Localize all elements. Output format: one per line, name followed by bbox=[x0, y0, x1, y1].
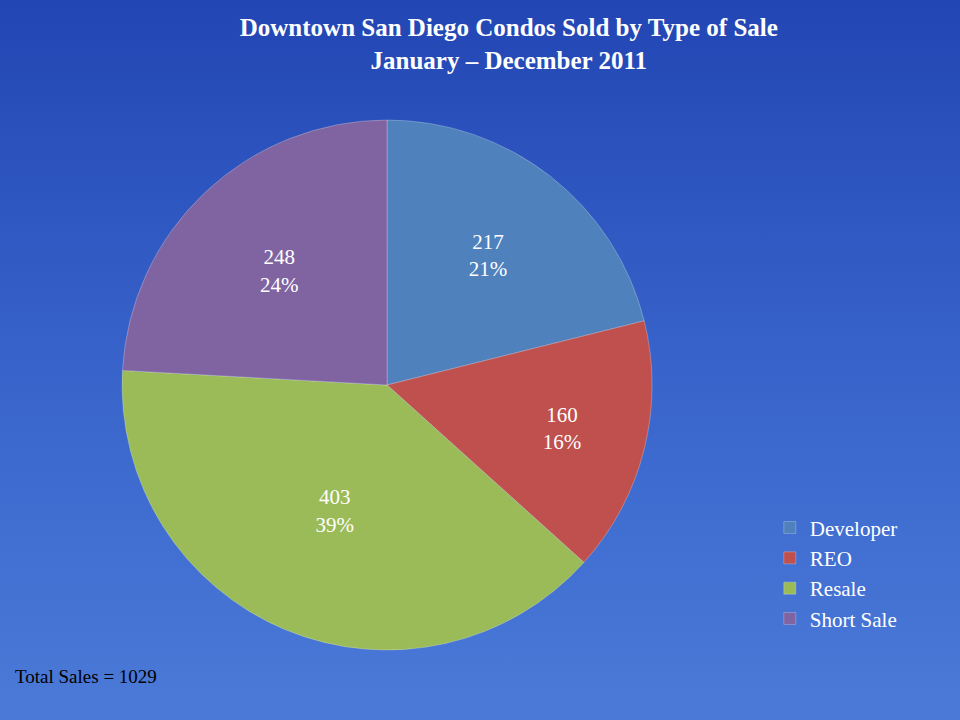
svg-text:Resale: Resale bbox=[810, 577, 866, 601]
svg-text:REO: REO bbox=[810, 547, 852, 571]
svg-text:24824%: 24824% bbox=[260, 245, 299, 296]
svg-text:Short Sale: Short Sale bbox=[810, 608, 897, 632]
svg-text:Total Sales = 1029: Total Sales = 1029 bbox=[15, 666, 157, 687]
svg-text:40339%: 40339% bbox=[315, 485, 354, 536]
svg-text:16016%: 16016% bbox=[543, 403, 582, 454]
svg-text:21721%: 21721% bbox=[469, 230, 508, 281]
svg-text:Downtown San Diego Condos Sold: Downtown San Diego Condos Sold by Type o… bbox=[240, 14, 778, 74]
svg-text:Developer: Developer bbox=[810, 517, 897, 541]
